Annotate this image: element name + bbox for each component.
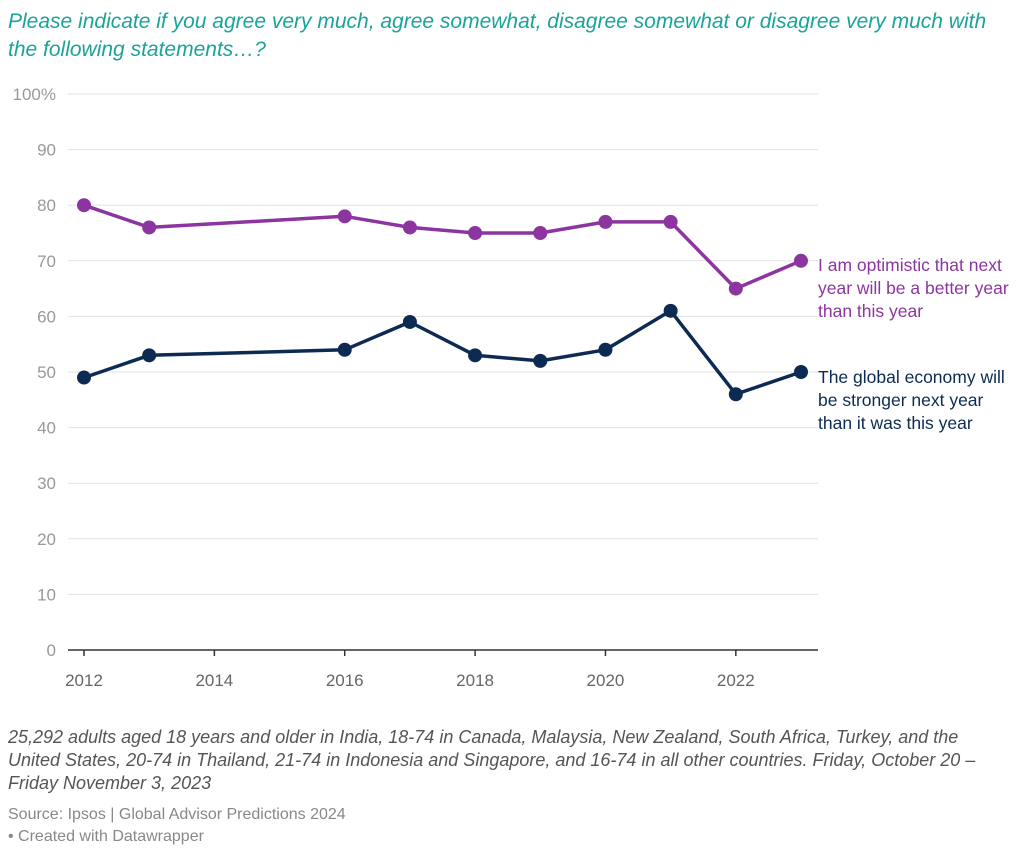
y-tick-label: 80 [37,196,56,215]
data-point [728,387,743,402]
data-point [402,220,417,235]
series-label-optimistic: I am optimistic that next year will be a… [818,255,1009,321]
data-point [142,348,157,363]
y-axis-ticks: 0 10 20 30 40 50 60 70 80 90 100% [13,85,56,660]
y-tick-label: 20 [37,530,56,549]
y-tick-label: 30 [37,474,56,493]
chart-notes: 25,292 adults aged 18 years and older in… [8,727,976,793]
data-point [533,353,548,368]
y-tick-label: 10 [37,585,56,604]
x-tick-label: 2022 [717,671,755,690]
data-point [402,314,417,329]
data-point [794,365,808,379]
y-tick-label: 40 [37,419,56,438]
chart-title: Please indicate if you agree very much, … [8,10,987,61]
y-tick-label: 60 [37,307,56,326]
x-tick-label: 2016 [326,671,364,690]
series-0 [77,198,808,296]
data-point [794,253,808,268]
x-axis-ticks: 2012 2014 2016 2018 2020 2022 [65,650,755,690]
chart-source: Source: Ipsos | Global Advisor Predictio… [8,806,346,823]
data-point [598,214,613,229]
y-tick-label: 100% [13,85,56,104]
series-line [82,309,803,396]
gridlines [68,93,818,595]
y-tick-label: 90 [37,141,56,160]
series [77,198,808,402]
data-point [533,226,548,240]
x-tick-label: 2012 [65,671,103,690]
y-tick-label: 50 [37,363,56,382]
line-chart: 0 10 20 30 40 50 60 70 80 90 100% 2012 2014 2016 2018… [13,85,818,690]
data-point [728,281,743,296]
data-point [77,370,91,385]
chart-credit: • Created with Datawrapper [8,828,204,845]
y-tick-label: 0 [47,641,56,660]
x-tick-label: 2020 [587,671,625,690]
data-point [598,342,613,357]
x-tick-label: 2018 [456,671,494,690]
data-point [337,342,352,357]
data-point [142,220,157,235]
data-point [663,303,678,318]
data-point [468,226,483,240]
data-point [77,198,91,213]
y-tick-label: 70 [37,252,56,271]
series-1 [77,303,808,402]
x-tick-label: 2014 [195,671,233,690]
data-point [337,209,352,224]
data-point [468,348,483,363]
series-line [82,203,803,291]
data-point [663,214,678,229]
series-label-economy: The global economy will be stronger next… [818,367,1005,433]
